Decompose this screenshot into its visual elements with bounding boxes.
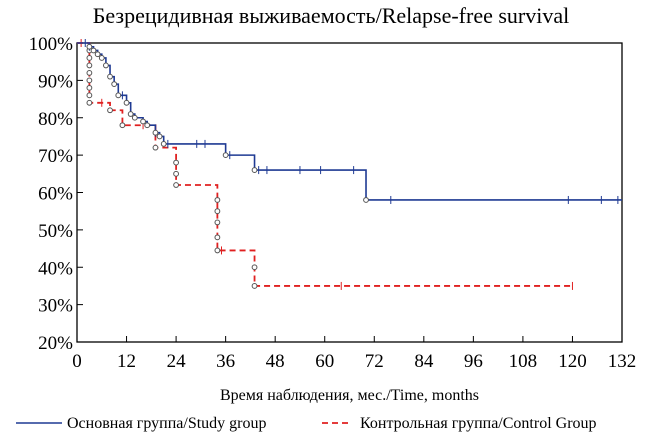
legend-label-study: Основная группа/Study group <box>67 415 267 432</box>
event-marker <box>107 73 113 80</box>
event-marker <box>98 55 105 61</box>
x-tick-label: 132 <box>608 351 637 372</box>
event-marker <box>94 51 101 58</box>
event-marker <box>251 264 258 271</box>
legend: Основная группа/Study group Контрольная г… <box>16 415 597 432</box>
event-marker <box>152 144 159 151</box>
event-marker <box>131 114 138 121</box>
event-marker <box>111 81 118 88</box>
event-marker <box>90 47 97 54</box>
series-group <box>77 39 622 290</box>
legend-label-control: Контрольная группа/Control Group <box>360 415 597 432</box>
event-marker <box>156 133 163 140</box>
y-tick-label: 70% <box>38 146 73 167</box>
event-marker <box>140 118 146 125</box>
x-tick-label: 84 <box>414 351 434 372</box>
x-tick-label: 24 <box>167 351 187 372</box>
event-marker <box>86 84 93 91</box>
x-tick-label: 120 <box>558 351 587 372</box>
event-marker <box>173 182 179 188</box>
plot-area <box>76 42 623 343</box>
event-marker <box>214 208 221 215</box>
event-marker <box>251 283 258 289</box>
event-marker <box>214 219 221 226</box>
y-tick-label: 80% <box>38 109 73 130</box>
event-marker <box>214 197 221 203</box>
event-marker <box>144 122 151 129</box>
x-tick-label: 96 <box>464 351 483 372</box>
series-line <box>77 42 622 201</box>
event-marker <box>86 62 93 69</box>
x-tick-label: 0 <box>72 351 82 372</box>
event-marker <box>86 70 93 76</box>
series-line <box>77 42 573 287</box>
event-marker <box>86 99 93 106</box>
event-marker <box>119 122 126 129</box>
event-marker <box>173 170 179 177</box>
event-marker <box>214 234 221 241</box>
axis-ticks: 0 12 24 36 48 60 72 84 96 108 120 132 20% 30% 40% 50% 60… <box>29 34 637 372</box>
x-tick-label: 108 <box>509 351 538 372</box>
x-tick-label: 72 <box>365 351 384 372</box>
y-tick-label: 90% <box>38 71 73 92</box>
event-marker <box>173 159 179 166</box>
event-marker <box>86 92 93 99</box>
event-marker <box>103 62 109 69</box>
event-marker <box>86 43 93 50</box>
y-tick-label: 50% <box>38 221 73 242</box>
y-tick-label: 40% <box>38 258 73 279</box>
x-tick-label: 12 <box>117 351 136 372</box>
event-marker <box>86 55 93 61</box>
event-marker <box>152 129 159 136</box>
y-tick-label: 100% <box>29 34 74 55</box>
event-marker <box>115 92 122 99</box>
x-tick-label: 48 <box>266 351 285 372</box>
y-tick-label: 30% <box>38 296 73 317</box>
event-marker <box>214 247 221 254</box>
event-marker <box>86 77 93 84</box>
x-tick-label: 60 <box>315 351 334 372</box>
event-marker <box>363 197 369 203</box>
event-marker <box>123 99 130 106</box>
event-marker <box>127 111 134 117</box>
x-axis-label: Время наблюдения, мес./Time, months <box>220 387 479 404</box>
event-marker <box>107 107 113 114</box>
event-marker <box>251 167 258 173</box>
y-tick-label: 20% <box>38 333 73 354</box>
chart-title: Безрецидивная выживаемость/Relapse-free … <box>92 3 570 28</box>
event-marker <box>222 152 229 159</box>
y-tick-label: 60% <box>38 184 73 205</box>
event-marker <box>160 141 167 147</box>
x-tick-label: 36 <box>216 351 235 372</box>
